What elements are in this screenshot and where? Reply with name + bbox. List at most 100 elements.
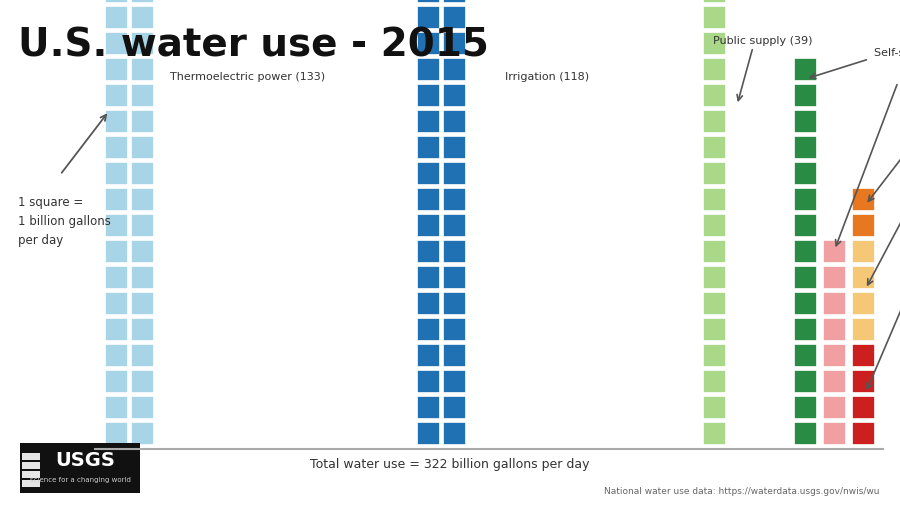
Bar	[703, 422, 726, 445]
Bar	[703, 189, 726, 212]
Bar	[852, 370, 875, 393]
Bar	[105, 240, 128, 264]
Bar	[131, 292, 154, 316]
Bar	[703, 240, 726, 264]
Bar	[417, 215, 440, 237]
Bar	[794, 137, 817, 160]
Bar	[703, 59, 726, 82]
Bar	[105, 344, 128, 367]
Bar	[794, 267, 817, 289]
Bar	[417, 189, 440, 212]
Bar	[417, 318, 440, 341]
Bar	[852, 292, 875, 316]
Bar	[443, 33, 466, 56]
Bar	[105, 318, 128, 341]
Bar	[794, 396, 817, 419]
Bar	[794, 85, 817, 108]
Bar	[823, 318, 846, 341]
Bar	[105, 111, 128, 134]
Bar	[794, 422, 817, 445]
Bar	[22, 480, 40, 487]
Bar	[131, 344, 154, 367]
Bar	[823, 267, 846, 289]
Bar	[703, 292, 726, 316]
Bar	[131, 33, 154, 56]
Bar	[703, 267, 726, 289]
Bar	[443, 85, 466, 108]
Bar	[417, 422, 440, 445]
Bar	[794, 292, 817, 316]
Bar	[22, 471, 40, 478]
Bar	[417, 7, 440, 30]
Bar	[443, 137, 466, 160]
Text: Public supply (39): Public supply (39)	[713, 36, 813, 46]
Bar	[417, 344, 440, 367]
Bar	[443, 422, 466, 445]
Bar	[131, 267, 154, 289]
Text: science for a changing world: science for a changing world	[30, 476, 130, 482]
Bar	[852, 240, 875, 264]
Bar	[703, 33, 726, 56]
Bar	[131, 370, 154, 393]
Bar	[131, 240, 154, 264]
Bar	[105, 33, 128, 56]
Bar	[22, 462, 40, 469]
Bar	[823, 422, 846, 445]
Bar	[131, 7, 154, 30]
Bar	[417, 396, 440, 419]
Bar	[22, 453, 40, 460]
Bar	[105, 85, 128, 108]
Text: National water use data: https://waterdata.usgs.gov/nwis/wu: National water use data: https://waterda…	[605, 486, 880, 495]
Bar	[105, 396, 128, 419]
Bar	[703, 215, 726, 237]
Bar	[105, 267, 128, 289]
Bar	[105, 137, 128, 160]
Bar	[443, 111, 466, 134]
Bar	[794, 163, 817, 186]
Bar	[703, 137, 726, 160]
Bar	[794, 318, 817, 341]
Bar	[852, 396, 875, 419]
Text: Irrigation (118): Irrigation (118)	[505, 72, 590, 82]
Bar	[703, 344, 726, 367]
Bar	[105, 292, 128, 316]
Bar	[443, 396, 466, 419]
Bar	[417, 267, 440, 289]
Text: USGS: USGS	[55, 450, 115, 470]
Bar	[105, 7, 128, 30]
Bar	[443, 267, 466, 289]
Bar	[852, 422, 875, 445]
Bar	[131, 189, 154, 212]
Bar	[131, 137, 154, 160]
Bar	[794, 240, 817, 264]
Text: 1 square =
1 billion gallons
per day: 1 square = 1 billion gallons per day	[18, 195, 111, 246]
Bar	[823, 292, 846, 316]
Text: Total water use = 322 billion gallons per day: Total water use = 322 billion gallons pe…	[310, 457, 590, 470]
Bar	[703, 7, 726, 30]
Bar	[105, 163, 128, 186]
Bar	[794, 370, 817, 393]
Bar	[417, 292, 440, 316]
Bar	[703, 0, 726, 4]
Bar	[852, 215, 875, 237]
Bar	[20, 443, 140, 493]
Bar	[443, 0, 466, 4]
Bar	[443, 344, 466, 367]
Text: Self-supplied industrial (14.8): Self-supplied industrial (14.8)	[874, 48, 900, 58]
Bar	[131, 111, 154, 134]
Bar	[443, 163, 466, 186]
Bar	[794, 59, 817, 82]
Bar	[703, 396, 726, 419]
Bar	[852, 189, 875, 212]
Bar	[131, 422, 154, 445]
Bar	[703, 163, 726, 186]
Bar	[105, 215, 128, 237]
Bar	[443, 189, 466, 212]
Bar	[105, 59, 128, 82]
Bar	[105, 422, 128, 445]
Bar	[417, 59, 440, 82]
Bar	[131, 215, 154, 237]
Bar	[443, 240, 466, 264]
Bar	[443, 59, 466, 82]
Bar	[131, 396, 154, 419]
